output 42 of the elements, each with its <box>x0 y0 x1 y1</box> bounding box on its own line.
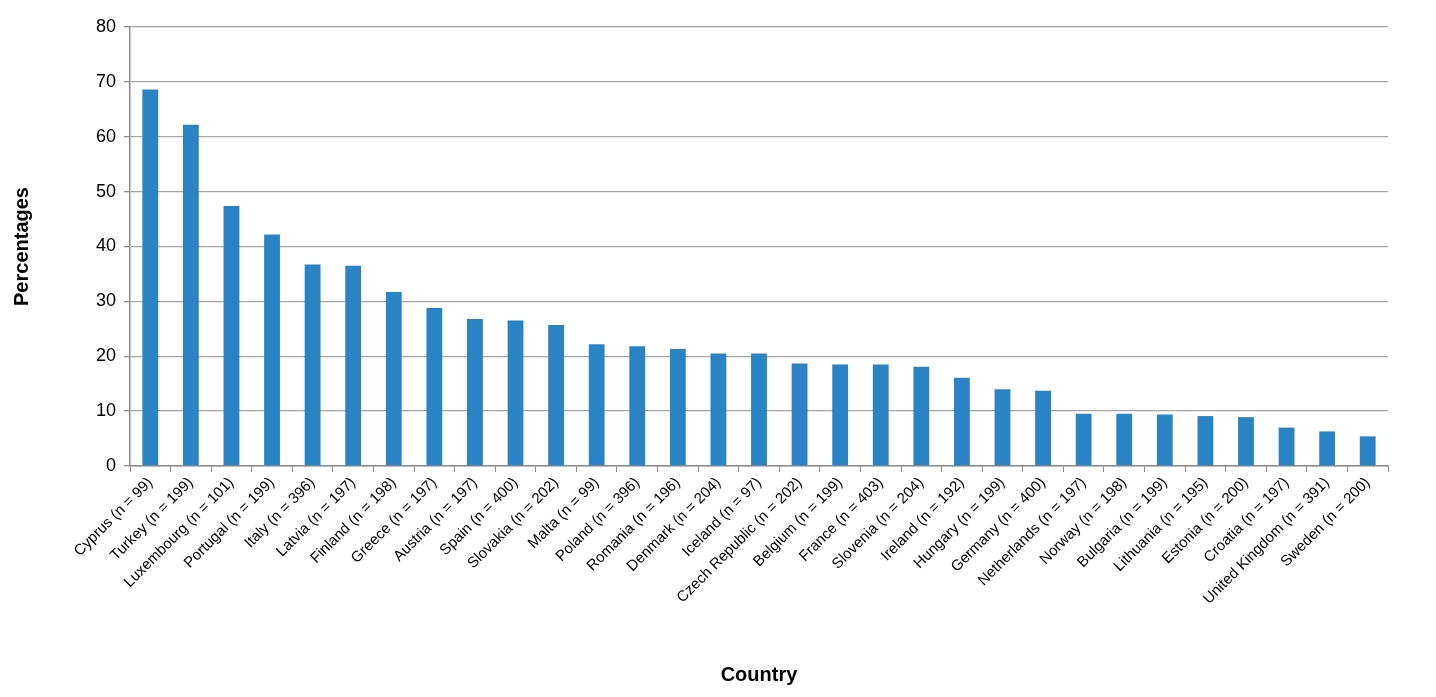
x-axis-title: Country <box>720 662 799 685</box>
bar <box>751 353 767 466</box>
bar <box>345 265 362 466</box>
bar <box>1035 390 1051 466</box>
bar <box>1278 427 1295 466</box>
y-tick-label: 80 <box>95 15 116 36</box>
y-tick-label: 40 <box>95 235 116 256</box>
bar <box>223 205 240 466</box>
y-tick-label: 60 <box>95 125 116 146</box>
bar <box>832 364 849 466</box>
bar <box>182 124 199 466</box>
y-tick-label: 0 <box>105 454 116 475</box>
bar <box>507 320 524 466</box>
bar <box>142 89 159 466</box>
bar <box>588 344 605 466</box>
bar <box>1319 431 1336 466</box>
bar <box>791 363 808 466</box>
bar <box>629 346 646 466</box>
y-tick-label: 20 <box>95 345 116 366</box>
bar <box>872 364 889 466</box>
y-tick-label: 70 <box>95 70 116 91</box>
bar <box>1156 414 1173 466</box>
bar <box>669 349 686 466</box>
y-tick-label: 30 <box>95 290 116 311</box>
bar <box>953 377 970 466</box>
bar <box>710 353 727 466</box>
bar <box>385 292 402 466</box>
bar <box>1116 413 1133 466</box>
bar <box>1197 416 1214 466</box>
bar <box>1075 413 1092 466</box>
y-axis-title: Percentages <box>9 187 32 306</box>
y-tick-label: 50 <box>95 180 116 201</box>
bar <box>1238 417 1254 466</box>
bar <box>264 234 280 466</box>
bar <box>1359 436 1376 466</box>
bar <box>426 307 443 466</box>
bar <box>304 264 321 466</box>
bar <box>913 366 930 466</box>
bar <box>467 318 483 466</box>
bar <box>548 324 565 466</box>
y-tick-label: 10 <box>95 400 116 421</box>
bar <box>994 389 1011 466</box>
